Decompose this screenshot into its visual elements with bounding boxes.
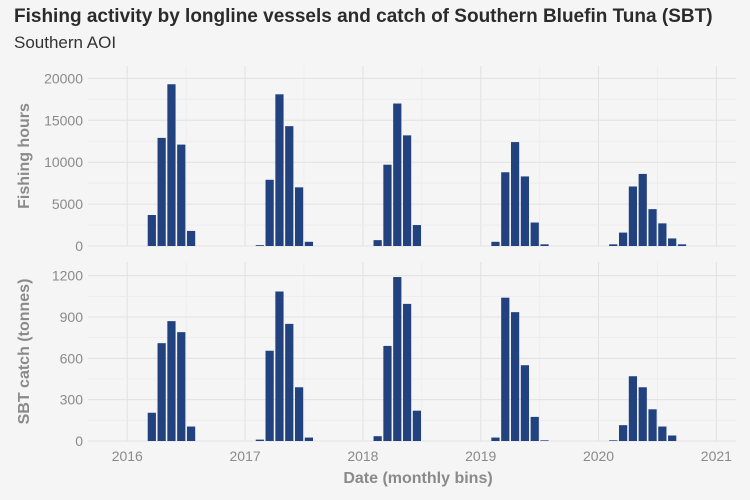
bar-2019-07 [540, 244, 549, 246]
y-tick-label: 0 [75, 238, 83, 254]
x-tick-label: 2020 [583, 448, 614, 464]
bar-2017-05 [285, 126, 294, 246]
y-tick-label: 600 [60, 350, 84, 366]
y-tick-label: 300 [60, 392, 84, 408]
bar-2018-05 [402, 303, 412, 441]
bar-2017-02 [255, 245, 264, 246]
bar-2020-06 [648, 209, 657, 246]
gridlines [88, 66, 736, 247]
bar-2018-02 [373, 240, 382, 246]
bar-2016-06 [177, 332, 186, 441]
bar-2020-04 [628, 376, 638, 441]
bar-2016-03 [147, 214, 156, 246]
bar-2020-07 [658, 223, 667, 246]
bar-2017-04 [275, 94, 284, 246]
y-tick-label: 0 [75, 433, 83, 449]
bar-2016-04 [157, 343, 166, 441]
y-tick-label: 1200 [52, 268, 83, 284]
bar-2020-08 [668, 238, 677, 246]
bar-2020-08 [668, 435, 677, 441]
bar-2020-04 [628, 186, 638, 246]
bar-2018-06 [412, 410, 422, 441]
bar-2019-06 [530, 222, 539, 246]
bar-2020-05 [638, 387, 647, 441]
panel-fishing-hours: 0 5000 10000 15000 20000 Fishing hours [16, 66, 736, 254]
bar-2020-05 [638, 173, 647, 246]
y-tick-label: 5000 [52, 196, 83, 212]
bar-2016-06 [177, 144, 186, 246]
x-tick-label: 2016 [112, 448, 143, 464]
bar-2018-05 [402, 135, 412, 246]
bar-2020-07 [658, 426, 667, 441]
bar-2020-09 [677, 244, 687, 246]
x-tick-label: 2018 [347, 448, 378, 464]
bar-2017-04 [275, 291, 284, 441]
y-axis-title: SBT catch (tonnes) [16, 279, 33, 425]
gridlines [88, 262, 736, 442]
x-tick-label: 2021 [701, 448, 732, 464]
bar-2018-04 [393, 277, 402, 441]
bar-2016-04 [157, 137, 166, 246]
bar-2019-02 [491, 241, 500, 246]
bar-2017-03 [265, 350, 274, 441]
bar-2019-03 [501, 297, 510, 441]
bar-2016-05 [167, 84, 176, 246]
y-tick-label: 20000 [44, 70, 83, 86]
bars [147, 84, 687, 247]
bar-2016-03 [147, 412, 156, 441]
bar-2018-04 [393, 103, 402, 247]
bar-2017-03 [265, 179, 274, 246]
bar-2018-02 [373, 436, 382, 441]
bar-2020-03 [618, 425, 628, 441]
x-axis-title: Date (monthly bins) [343, 470, 492, 487]
bars [147, 277, 677, 441]
y-axis-title: Fishing hours [16, 103, 33, 209]
bar-2019-05 [520, 176, 530, 246]
bar-2017-06 [294, 387, 304, 441]
bar-2018-06 [412, 225, 422, 246]
chart-title: Fishing activity by longline vessels and… [14, 6, 713, 27]
bar-2019-02 [491, 437, 500, 441]
bar-2017-07 [304, 437, 314, 441]
bar-2017-07 [304, 241, 314, 246]
bar-2018-03 [383, 345, 392, 441]
bar-2017-05 [285, 323, 294, 441]
bar-2019-04 [510, 142, 520, 246]
bar-2019-07 [540, 440, 549, 441]
bar-2019-06 [530, 416, 539, 441]
bar-2020-02 [609, 244, 618, 246]
y-tick-label: 10000 [44, 154, 83, 170]
x-tick-label: 2017 [230, 448, 261, 464]
bar-2017-06 [294, 187, 304, 246]
bar-2020-02 [609, 440, 618, 441]
bar-2018-03 [383, 164, 392, 246]
x-tick-label: 2019 [465, 448, 496, 464]
bar-2019-05 [520, 365, 530, 441]
y-tick-label: 900 [60, 309, 84, 325]
panel-sbt-catch-tonnes: 0 300 600 900 1200 SBT catch (tonnes) [16, 262, 736, 449]
bar-2019-04 [510, 312, 520, 441]
bar-2017-02 [255, 439, 264, 441]
bar-2019-03 [501, 172, 510, 246]
bar-2016-07 [186, 426, 196, 441]
bar-2020-06 [648, 409, 657, 441]
bar-2016-05 [167, 321, 176, 441]
bar-2020-03 [618, 232, 628, 246]
bar-2016-07 [186, 230, 196, 246]
y-tick-label: 15000 [44, 112, 83, 128]
chart-subtitle: Southern AOI [14, 33, 117, 52]
